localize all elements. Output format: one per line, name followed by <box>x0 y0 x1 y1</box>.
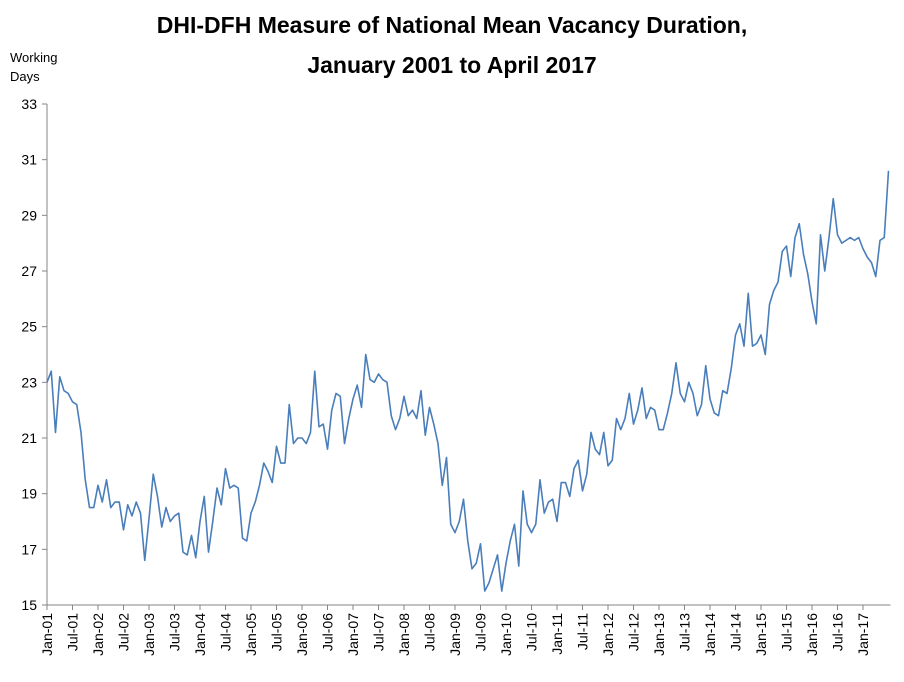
x-tick-label: Jul-06 <box>320 613 336 651</box>
x-tick-label: Jan-17 <box>855 613 871 656</box>
y-tick-label: 15 <box>21 597 37 613</box>
x-tick-label: Jan-13 <box>651 613 667 656</box>
x-tick-label: Jul-04 <box>218 613 234 651</box>
y-tick-label: 27 <box>21 263 37 279</box>
x-tick-label: Jul-16 <box>830 613 846 651</box>
y-tick-label: 33 <box>21 96 37 112</box>
x-tick-label: Jul-12 <box>626 613 642 651</box>
x-tick-label: Jul-14 <box>728 613 744 651</box>
y-tick-label: 17 <box>21 541 37 557</box>
x-tick-label: Jan-10 <box>498 613 514 656</box>
x-tick-label: Jan-11 <box>549 613 565 655</box>
y-tick-label: 21 <box>21 430 37 446</box>
x-tick-label: Jan-15 <box>753 613 769 656</box>
y-axis-label-line-1: Working <box>10 50 58 65</box>
x-tick-label: Jul-11 <box>575 613 591 650</box>
x-tick-label: Jan-04 <box>192 613 208 656</box>
series-line <box>46 170 890 592</box>
x-tick-label: Jan-06 <box>294 613 310 656</box>
x-tick-label: Jan-02 <box>90 613 106 656</box>
x-tick-label: Jan-12 <box>600 613 616 656</box>
x-tick-label: Jul-09 <box>473 613 489 651</box>
chart-title-line-1: DHI-DFH Measure of National Mean Vacancy… <box>156 12 748 38</box>
y-tick-label: 23 <box>21 374 37 390</box>
x-tick-label: Jul-02 <box>116 613 132 651</box>
x-tick-label: Jul-07 <box>371 613 387 651</box>
x-tick-label: Jan-07 <box>345 613 361 656</box>
y-tick-label: 31 <box>21 152 37 168</box>
y-axis-label-line-2: Days <box>10 69 40 84</box>
x-tick-label: Jul-08 <box>422 613 438 651</box>
x-tick-label: Jan-05 <box>243 613 259 656</box>
x-tick-label: Jan-14 <box>702 613 718 656</box>
x-tick-label: Jan-08 <box>396 613 412 656</box>
x-tick-label: Jul-15 <box>779 613 795 651</box>
x-tick-label: Jul-05 <box>269 613 285 651</box>
x-tick-label: Jul-13 <box>677 613 693 651</box>
y-tick-label: 25 <box>21 319 37 335</box>
x-tick-label: Jul-03 <box>167 613 183 651</box>
x-tick-label: Jan-16 <box>804 613 820 656</box>
y-tick-label: 19 <box>21 486 37 502</box>
x-tick-label: Jan-01 <box>39 613 55 656</box>
x-tick-label: Jul-01 <box>65 613 81 651</box>
y-tick-label: 29 <box>21 207 37 223</box>
x-tick-label: Jan-09 <box>447 613 463 656</box>
x-tick-label: Jan-03 <box>141 613 157 656</box>
x-tick-label: Jul-10 <box>524 613 540 651</box>
chart-title-line-2: January 2001 to April 2017 <box>307 52 597 78</box>
